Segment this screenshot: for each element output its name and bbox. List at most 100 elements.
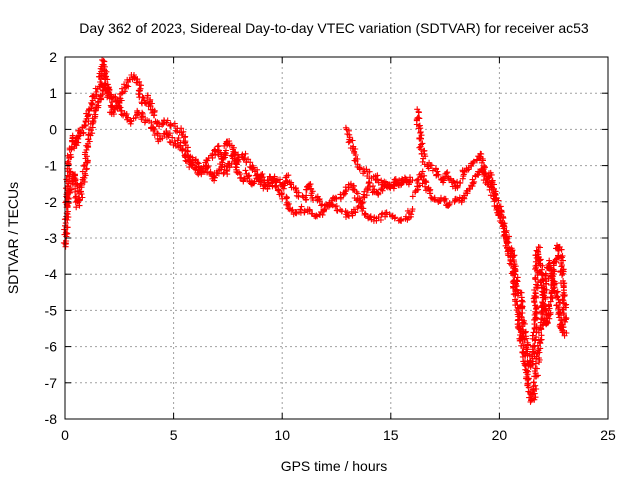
data-point-marker [367, 213, 374, 220]
data-point-marker [546, 315, 553, 322]
data-point-marker [533, 323, 540, 330]
data-point-marker [288, 207, 295, 214]
data-point-marker [78, 180, 85, 187]
data-point-marker [419, 140, 426, 147]
data-point-marker [86, 138, 93, 145]
data-point-marker [561, 332, 568, 339]
data-point-marker [532, 308, 539, 315]
data-point-marker [241, 155, 248, 161]
data-point-marker [102, 76, 109, 83]
data-point-marker [85, 107, 92, 114]
data-point-marker [215, 151, 221, 157]
data-point-marker [518, 297, 525, 304]
data-point-marker [379, 187, 386, 194]
data-point-marker [511, 270, 518, 277]
data-point-marker [75, 195, 82, 202]
data-point-marker [204, 164, 211, 171]
data-point-marker [510, 257, 517, 264]
data-point-marker [316, 196, 323, 202]
data-point-marker [407, 177, 414, 184]
y-tick-label: -8 [45, 411, 58, 427]
data-point-marker [513, 286, 520, 293]
data-point-marker [138, 82, 144, 89]
data-point-marker [148, 100, 155, 107]
data-point-marker [180, 145, 186, 152]
data-point-marker [559, 272, 565, 279]
data-point-marker [79, 194, 86, 201]
data-point-marker [306, 182, 313, 189]
x-axis-label: GPS time / hours [281, 458, 388, 474]
data-point-marker [418, 135, 424, 142]
data-point-marker [366, 175, 373, 182]
data-point-marker [154, 130, 161, 137]
data-point-marker [80, 129, 87, 136]
data-point-marker [359, 208, 366, 214]
data-point-marker [403, 178, 410, 185]
data-point-marker [556, 314, 563, 321]
data-point-marker [346, 138, 353, 145]
data-point-marker [198, 169, 205, 176]
data-point-marker [513, 277, 520, 284]
y-tick-label: -1 [45, 158, 58, 174]
data-point-marker [473, 157, 480, 164]
data-point-marker [418, 173, 425, 180]
data-point-marker [538, 271, 545, 278]
data-point-marker [121, 88, 128, 95]
y-tick-label: -5 [45, 302, 58, 318]
data-point-marker [182, 151, 189, 158]
data-point-marker [490, 189, 497, 196]
data-point-marker [111, 93, 118, 100]
data-point-marker [469, 160, 476, 167]
data-point-marker [420, 155, 427, 162]
data-point-marker [144, 117, 151, 124]
y-tick-label: -7 [45, 375, 58, 391]
data-point-marker [431, 194, 438, 201]
data-point-marker [132, 114, 139, 121]
data-point-marker [422, 183, 428, 190]
data-point-marker [413, 117, 420, 124]
data-point-marker [532, 302, 539, 309]
data-point-marker [366, 168, 373, 175]
data-point-marker [543, 280, 550, 287]
data-point-marker [556, 255, 563, 262]
data-point-marker [537, 279, 544, 286]
data-point-marker [354, 190, 361, 197]
data-point-marker [370, 183, 376, 189]
data-point-marker [163, 119, 170, 126]
data-point-marker [560, 324, 567, 330]
data-point-marker [164, 131, 171, 138]
data-point-marker [533, 334, 540, 341]
data-point-marker [242, 167, 249, 174]
y-tick-label: 1 [49, 85, 57, 101]
data-point-marker [478, 151, 485, 157]
x-tick-label: 15 [383, 427, 399, 443]
data-point-marker [139, 94, 146, 101]
data-point-marker [359, 198, 366, 205]
data-point-marker [554, 293, 561, 300]
data-point-marker [121, 110, 128, 117]
data-point-marker [349, 137, 356, 144]
data-point-marker [259, 177, 266, 184]
data-point-marker [251, 178, 258, 185]
data-point-marker [409, 193, 416, 200]
data-point-marker [415, 125, 422, 132]
data-point-marker [460, 171, 467, 178]
data-point-marker [559, 296, 566, 303]
data-point-marker [417, 143, 424, 150]
y-tick-label: 2 [49, 49, 57, 65]
x-tick-label: 0 [61, 427, 69, 443]
y-tick-label: -2 [45, 194, 58, 210]
data-point-marker [278, 191, 285, 198]
data-point-marker [332, 203, 339, 210]
data-point-marker [246, 172, 253, 179]
data-point-marker [194, 159, 201, 166]
data-point-marker [432, 165, 439, 172]
data-point-marker [401, 174, 408, 181]
data-point-marker [83, 166, 90, 173]
data-point-marker [546, 257, 553, 264]
data-point-marker [271, 175, 278, 182]
data-point-marker [63, 176, 70, 183]
data-point-marker [360, 170, 367, 177]
data-point-marker [558, 280, 564, 287]
